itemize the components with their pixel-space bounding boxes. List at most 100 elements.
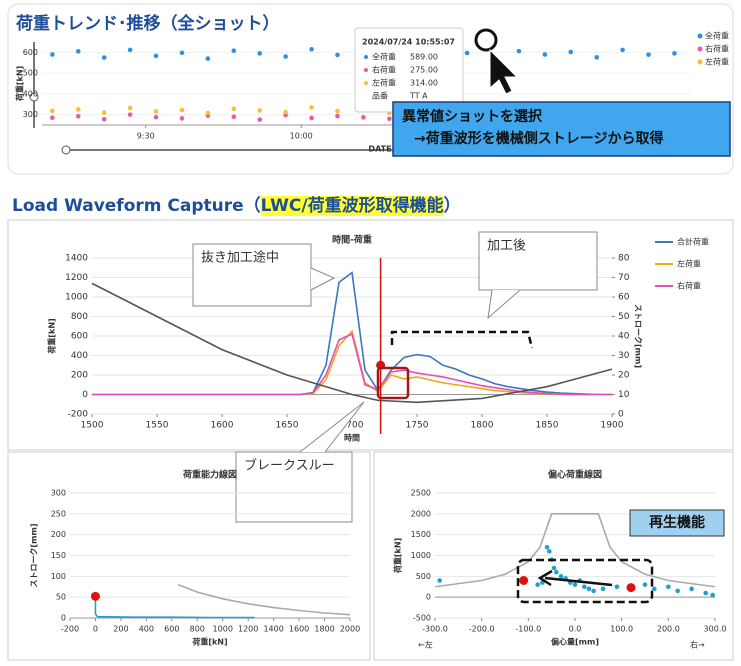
y-tick-label: 1500 bbox=[411, 530, 431, 539]
point bbox=[437, 578, 442, 583]
y-tick-label: 100 bbox=[51, 572, 66, 581]
point bbox=[205, 56, 211, 61]
breakthrough-callout-tip bbox=[299, 401, 365, 453]
section-title-end: ） bbox=[444, 195, 461, 216]
x-tick-label: 1750 bbox=[406, 421, 429, 431]
in-process-callout-tip bbox=[310, 267, 336, 291]
point bbox=[101, 116, 107, 122]
after-callout-box bbox=[478, 231, 598, 291]
point bbox=[231, 48, 237, 54]
y-axis-label: 荷重[kN] bbox=[15, 66, 25, 102]
right-label: 右→ bbox=[690, 640, 705, 650]
point bbox=[675, 588, 680, 594]
point bbox=[582, 584, 587, 590]
chart-title: 荷重能力線図 bbox=[182, 469, 237, 481]
y-tick-label: 250 bbox=[51, 509, 66, 518]
point bbox=[153, 114, 159, 120]
y-tick-label: 600 bbox=[71, 332, 88, 342]
highlight-point bbox=[90, 591, 100, 601]
focus-box bbox=[376, 366, 410, 400]
y-tick-label: 400 bbox=[71, 351, 88, 361]
point bbox=[652, 586, 657, 592]
point bbox=[257, 51, 263, 56]
legend-label: 左荷重 bbox=[705, 57, 729, 67]
tooltip-dot bbox=[364, 81, 368, 85]
y2-tick-label: 40 bbox=[618, 332, 630, 342]
h-slider-handle[interactable] bbox=[61, 145, 71, 155]
point bbox=[257, 108, 263, 113]
tooltip-value: 589.00 bbox=[410, 53, 438, 62]
highlight bbox=[260, 196, 444, 216]
bracket bbox=[390, 330, 534, 349]
point bbox=[547, 549, 552, 554]
point bbox=[75, 107, 81, 112]
tooltip-dot bbox=[364, 94, 368, 98]
legend-swatch bbox=[697, 59, 703, 65]
y-tick-label: 300 bbox=[51, 489, 66, 498]
point bbox=[620, 47, 625, 53]
point bbox=[75, 113, 81, 119]
y-tick-label: -500 bbox=[413, 614, 431, 623]
y2-tick-label: 50 bbox=[618, 312, 630, 322]
y-tick-label: 150 bbox=[51, 551, 66, 560]
y2-axis-label: ストローク[mm] bbox=[634, 304, 644, 368]
point bbox=[179, 107, 185, 113]
v-slider-handle[interactable] bbox=[29, 92, 39, 102]
tooltip-label: 右荷重 bbox=[372, 65, 396, 75]
x-tick-label: -100.0 bbox=[515, 625, 541, 634]
legend-swatch bbox=[697, 46, 703, 52]
legend-label: 全荷重 bbox=[705, 31, 729, 41]
point bbox=[572, 582, 578, 587]
x-tick-label: 1700 bbox=[341, 421, 364, 431]
x-tick-label: 1600 bbox=[289, 625, 309, 634]
y-tick-label: 50 bbox=[56, 593, 66, 602]
legend-swatch bbox=[697, 33, 703, 39]
point bbox=[231, 114, 237, 119]
y-axis-label: 荷重[kN] bbox=[47, 318, 57, 354]
x-tick-label: 1500 bbox=[81, 421, 104, 431]
y2-tick-label: 70 bbox=[618, 273, 630, 283]
x-tick-label: 9:30 bbox=[137, 132, 155, 141]
series-line bbox=[177, 583, 351, 616]
y2-tick-label: 20 bbox=[618, 371, 630, 381]
x-tick-label: 1400 bbox=[263, 625, 283, 634]
in-process-callout-text: 抜き加工途中 bbox=[201, 250, 279, 266]
y-tick-label: 2500 bbox=[411, 489, 431, 498]
chart-title: 偏心荷重線図 bbox=[548, 469, 602, 481]
y-tick-label: 800 bbox=[71, 312, 88, 322]
point bbox=[127, 47, 133, 53]
x-axis-label: 時間 bbox=[344, 433, 360, 443]
x-axis-label: DATE bbox=[368, 145, 391, 154]
legend-label: 右荷重 bbox=[705, 44, 729, 54]
x-tick-label: 800 bbox=[190, 625, 205, 634]
tooltip-time: 2024/07/24 10:55:07 bbox=[362, 38, 455, 47]
tooltip-dot bbox=[364, 68, 368, 72]
point bbox=[600, 586, 606, 592]
point bbox=[179, 116, 185, 121]
point bbox=[591, 588, 596, 594]
y2-tick-label: 60 bbox=[618, 293, 630, 303]
point bbox=[179, 50, 185, 56]
y-tick-label: 500 bbox=[23, 69, 38, 78]
callout-text: 異常値ショットを選択 bbox=[402, 108, 543, 125]
y-tick-label: 300 bbox=[23, 110, 38, 119]
x-tick-label: 0.0 bbox=[569, 625, 582, 634]
point bbox=[646, 52, 651, 57]
callout-text: →荷重波形を機械側ストレージから取得 bbox=[414, 130, 663, 147]
point bbox=[703, 590, 708, 596]
point bbox=[544, 544, 550, 550]
point bbox=[666, 584, 671, 590]
x-tick-label: 600 bbox=[164, 625, 179, 634]
point bbox=[672, 51, 677, 56]
y-tick-label: -200 bbox=[68, 410, 89, 420]
x-tick-label: 1200 bbox=[238, 625, 258, 634]
x-tick-label: -200.0 bbox=[469, 625, 495, 634]
highlight-point bbox=[519, 576, 529, 585]
y-axis-label: 荷重[kN] bbox=[393, 538, 403, 574]
tooltip-label: 全荷重 bbox=[372, 52, 396, 62]
y-tick-label: 1200 bbox=[65, 273, 88, 283]
point bbox=[231, 106, 237, 112]
y-tick-label: 2000 bbox=[411, 509, 431, 518]
x-tick-label: -200 bbox=[61, 625, 79, 634]
point bbox=[689, 586, 694, 592]
